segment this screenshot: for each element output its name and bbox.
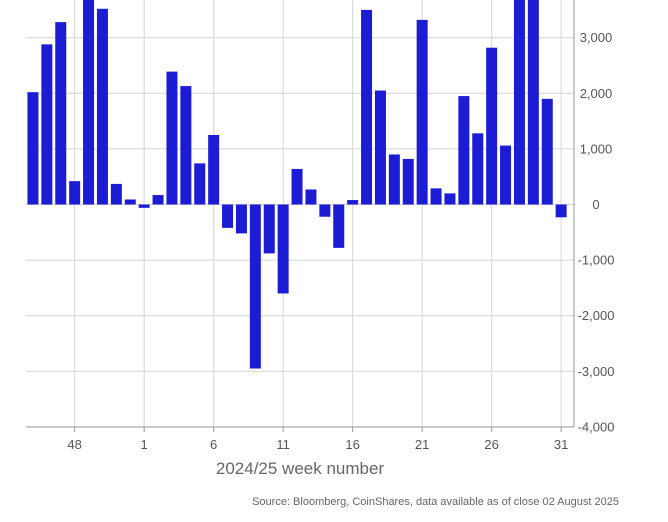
bar	[208, 135, 220, 205]
x-tick-label: 48	[67, 437, 81, 452]
bar	[402, 158, 414, 205]
bar	[180, 86, 192, 205]
y-tick-label: -2,000	[578, 308, 615, 323]
bar	[110, 183, 122, 205]
x-tick-label: 6	[210, 437, 217, 452]
x-tick-label: 21	[415, 437, 429, 452]
y-tick-label: 2,000	[580, 86, 613, 101]
bar	[486, 47, 498, 205]
bar	[124, 199, 136, 205]
bar	[41, 44, 53, 205]
x-axis-ticks: 48 1 6 11 16 21 26 31	[67, 437, 568, 452]
y-tick-label: 0	[592, 197, 599, 212]
y-tick-label: -1,000	[578, 253, 615, 268]
gridlines	[26, 0, 574, 428]
bar	[291, 168, 303, 205]
bar	[249, 204, 261, 369]
bar	[194, 163, 206, 205]
bar	[416, 19, 428, 205]
bar	[27, 92, 39, 205]
bars	[27, 0, 567, 369]
y-tick-label: -4,000	[578, 419, 615, 434]
source-note: Source: Bloomberg, CoinShares, data avai…	[252, 496, 619, 508]
bar	[513, 0, 525, 205]
y-tick-label: 3,000	[580, 30, 613, 45]
bar	[277, 204, 289, 294]
axes	[26, 0, 575, 432]
x-tick-label: 31	[554, 437, 568, 452]
y-tick-label: 1,000	[580, 141, 613, 156]
bar	[319, 204, 331, 217]
bar	[69, 181, 81, 205]
bar	[472, 133, 484, 205]
bar	[222, 204, 234, 228]
bar	[83, 0, 95, 205]
bar	[235, 204, 247, 234]
x-tick-label: 16	[345, 437, 359, 452]
bar	[305, 189, 317, 205]
bar	[541, 98, 553, 205]
bar	[347, 200, 359, 205]
bar	[430, 188, 442, 205]
bar	[374, 90, 386, 205]
bar	[55, 22, 67, 205]
bar	[458, 96, 470, 205]
bar	[527, 0, 539, 205]
bar	[166, 71, 178, 205]
bar	[333, 204, 345, 248]
y-tick-label: -3,000	[578, 364, 615, 379]
x-tick-label: 11	[276, 437, 290, 452]
bar	[152, 195, 164, 205]
x-tick-label: 1	[141, 437, 148, 452]
bar	[96, 8, 108, 205]
x-axis-title: 2024/25 week number	[216, 459, 385, 478]
bar	[263, 204, 275, 254]
x-tick-label: 26	[484, 437, 498, 452]
bar	[500, 145, 512, 205]
bar	[444, 193, 456, 205]
bar	[138, 204, 150, 208]
bar	[361, 9, 373, 205]
y-axis-ticks: 3,000 2,000 1,000 0 -1,000 -2,000 -3,000 -4,000	[578, 30, 615, 434]
bar	[388, 154, 400, 205]
bar	[555, 204, 567, 218]
